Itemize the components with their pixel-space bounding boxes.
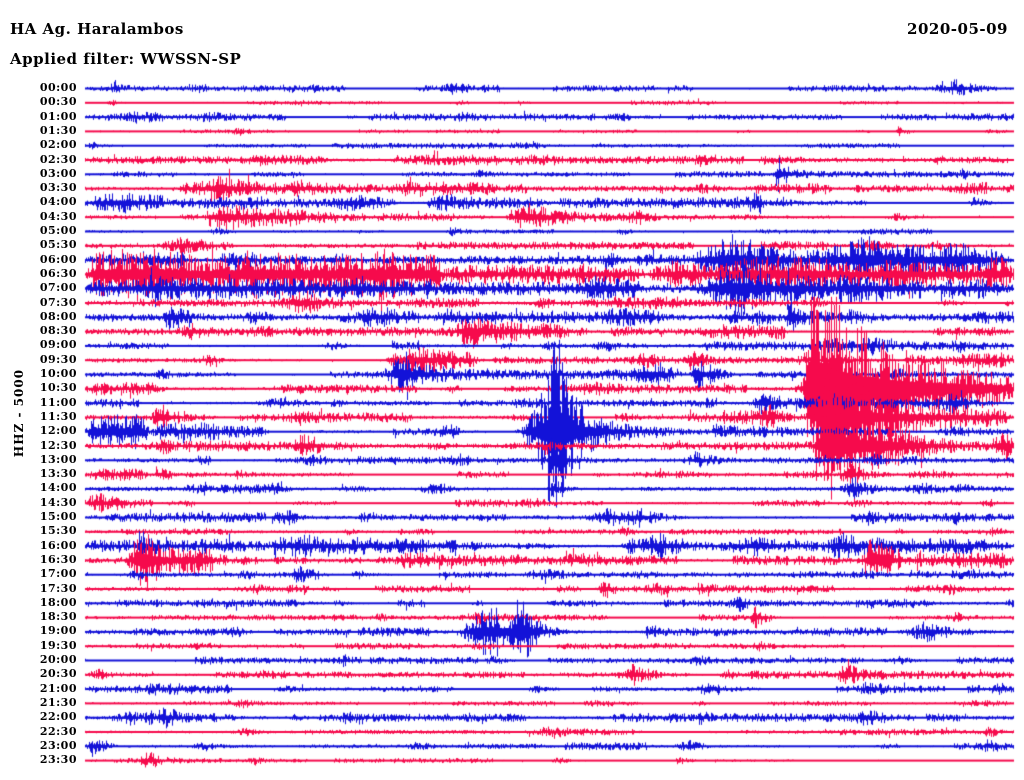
- trace-time-label: 20:30: [39, 667, 77, 681]
- trace-time-label: 15:30: [39, 524, 77, 538]
- trace-time-label: 16:00: [39, 538, 77, 552]
- trace-time-label: 06:00: [39, 252, 77, 266]
- record-date: 2020-05-09: [907, 20, 1008, 38]
- trace-time-label: 10:30: [39, 381, 77, 395]
- trace-time-label: 14:30: [39, 495, 77, 509]
- trace-time-label: 16:30: [39, 552, 77, 566]
- trace-time-label: 22:30: [39, 724, 77, 738]
- trace-time-label: 09:30: [39, 352, 77, 366]
- trace-time-label: 23:00: [39, 738, 77, 752]
- trace-time-label: 14:00: [39, 481, 77, 495]
- trace-time-label: 23:30: [39, 753, 77, 767]
- trace-time-label: 12:00: [39, 424, 77, 438]
- trace-time-label: 00:30: [39, 95, 77, 109]
- trace-time-label: 08:00: [39, 309, 77, 323]
- trace-time-label: 11:00: [39, 395, 77, 409]
- trace-time-label: 04:30: [39, 209, 77, 223]
- trace-time-label: 12:30: [39, 438, 77, 452]
- trace-time-label: 02:30: [39, 152, 77, 166]
- station-name: HA Ag. Haralambos: [10, 20, 184, 38]
- trace-time-label: 10:00: [39, 367, 77, 380]
- trace-time-label: 03:00: [39, 166, 77, 180]
- trace-time-label: 07:30: [39, 295, 77, 309]
- trace-time-label: 02:00: [39, 138, 77, 152]
- trace-time-label: 01:30: [39, 123, 77, 137]
- trace-time-label: 13:30: [39, 467, 77, 481]
- trace-time-label: 08:30: [39, 324, 77, 338]
- trace-time-label: 05:30: [39, 238, 77, 252]
- trace-time-label: 01:00: [39, 109, 77, 123]
- trace-time-label: 15:00: [39, 510, 77, 523]
- trace-time-label: 03:30: [39, 181, 77, 195]
- trace-time-label: 22:00: [39, 710, 77, 724]
- trace-time-label: 21:30: [39, 695, 77, 709]
- trace-time-label: 18:30: [39, 610, 77, 624]
- trace-time-label: 13:00: [39, 452, 77, 466]
- trace-time-label: 19:30: [39, 638, 77, 652]
- trace-time-label: 18:00: [39, 595, 77, 609]
- trace-time-label: 00:00: [39, 81, 77, 94]
- trace-time-label: 17:30: [39, 581, 77, 595]
- trace-time-label: 20:00: [39, 653, 77, 666]
- trace-time-label: 11:30: [39, 409, 77, 423]
- trace-time-label: 09:00: [39, 338, 77, 352]
- trace-time-label: 04:00: [39, 195, 77, 209]
- trace-time-label: 05:00: [39, 224, 77, 237]
- trace-time-label: 17:00: [39, 567, 77, 581]
- applied-filter-label: Applied filter: WWSSN-SP: [10, 50, 242, 68]
- trace-time-label: 21:00: [39, 681, 77, 695]
- trace-time-label: 19:00: [39, 624, 77, 638]
- trace-time-label: 07:00: [39, 281, 77, 295]
- trace-time-label: 06:30: [39, 266, 77, 280]
